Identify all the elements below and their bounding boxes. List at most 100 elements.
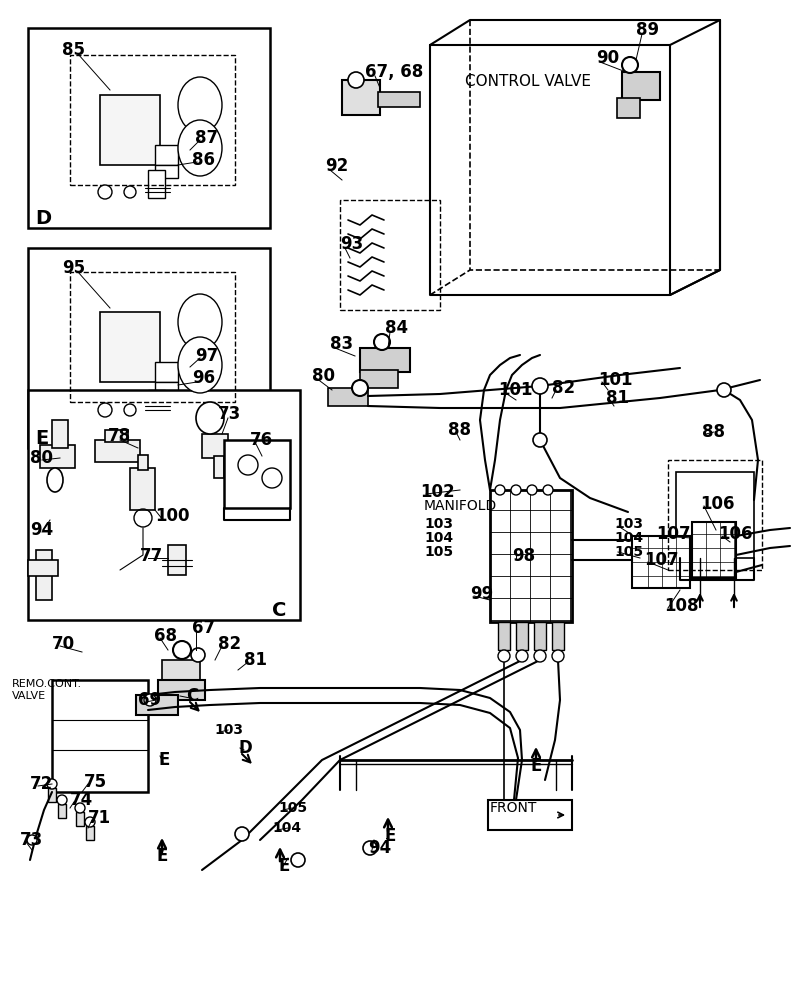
Text: 93: 93 <box>340 235 364 253</box>
Bar <box>516 622 528 650</box>
Bar <box>28 28 270 228</box>
Bar <box>340 200 440 310</box>
Text: 71: 71 <box>88 809 111 827</box>
Ellipse shape <box>75 803 85 813</box>
Text: 89: 89 <box>636 21 659 39</box>
Ellipse shape <box>47 468 63 492</box>
Bar <box>498 622 510 650</box>
Text: REMO.CONT.
VALVE: REMO.CONT. VALVE <box>12 679 82 701</box>
Text: E: E <box>530 757 542 775</box>
Text: 67: 67 <box>192 619 215 637</box>
Ellipse shape <box>178 337 222 393</box>
Text: 106: 106 <box>718 525 752 543</box>
Text: 102: 102 <box>420 483 455 501</box>
Text: 99: 99 <box>470 585 493 603</box>
Text: E: E <box>384 827 395 845</box>
Text: 84: 84 <box>385 319 408 337</box>
Bar <box>48 788 56 802</box>
Text: 105: 105 <box>614 545 643 559</box>
Text: FRONT: FRONT <box>490 801 538 815</box>
Bar <box>28 248 270 448</box>
Bar <box>224 440 290 508</box>
Bar <box>490 490 572 622</box>
Text: 74: 74 <box>70 791 93 809</box>
Text: 83: 83 <box>330 335 353 353</box>
Text: 103: 103 <box>614 517 643 531</box>
Bar <box>360 370 398 388</box>
Bar <box>552 622 564 650</box>
Text: 103: 103 <box>424 517 453 531</box>
Text: 78: 78 <box>108 427 131 445</box>
Ellipse shape <box>532 378 548 394</box>
Text: D: D <box>238 739 252 757</box>
Ellipse shape <box>85 817 95 827</box>
Text: 77: 77 <box>140 547 163 565</box>
Ellipse shape <box>516 650 528 662</box>
Bar <box>52 420 68 448</box>
Bar <box>138 455 148 470</box>
Bar <box>130 468 155 510</box>
Text: 98: 98 <box>512 547 535 565</box>
Ellipse shape <box>291 853 305 867</box>
Text: 75: 75 <box>84 773 107 791</box>
Bar <box>105 430 128 442</box>
Ellipse shape <box>543 485 553 495</box>
Bar <box>168 545 186 575</box>
Text: 76: 76 <box>250 431 273 449</box>
Ellipse shape <box>178 294 222 350</box>
Bar <box>534 622 546 650</box>
Text: 80: 80 <box>30 449 53 467</box>
Bar <box>342 80 380 115</box>
Text: 82: 82 <box>218 635 241 653</box>
Ellipse shape <box>374 334 390 350</box>
Text: 81: 81 <box>244 651 267 669</box>
Ellipse shape <box>124 186 136 198</box>
Ellipse shape <box>57 795 67 805</box>
Text: 108: 108 <box>664 597 699 615</box>
Bar <box>76 812 84 826</box>
Text: 88: 88 <box>702 423 725 441</box>
Bar <box>632 536 690 588</box>
Bar <box>95 440 140 462</box>
Bar <box>488 800 572 830</box>
Ellipse shape <box>47 779 57 789</box>
Bar <box>148 390 165 415</box>
Bar <box>155 382 178 395</box>
Text: 67, 68: 67, 68 <box>365 63 423 81</box>
Text: 70: 70 <box>52 635 75 653</box>
Text: D: D <box>35 209 51 228</box>
Ellipse shape <box>534 650 546 662</box>
Ellipse shape <box>144 694 156 706</box>
Bar <box>155 362 178 382</box>
Text: MANIFOLD: MANIFOLD <box>424 499 497 513</box>
Text: 95: 95 <box>62 259 85 277</box>
Text: 104: 104 <box>424 531 453 545</box>
Ellipse shape <box>178 77 222 133</box>
Ellipse shape <box>196 402 224 434</box>
Bar <box>52 680 148 792</box>
Ellipse shape <box>178 120 222 176</box>
Bar <box>360 348 410 372</box>
Text: 104: 104 <box>272 821 301 835</box>
Text: 103: 103 <box>214 723 243 737</box>
Bar <box>328 388 368 406</box>
Ellipse shape <box>498 650 510 662</box>
Bar <box>692 522 736 578</box>
Text: CONTROL VALVE: CONTROL VALVE <box>465 75 591 90</box>
Text: 100: 100 <box>155 507 189 525</box>
Ellipse shape <box>511 485 521 495</box>
Text: 104: 104 <box>614 531 643 545</box>
Text: E: E <box>278 857 289 875</box>
Text: 69: 69 <box>138 691 161 709</box>
Bar <box>136 695 178 715</box>
Bar <box>668 460 762 570</box>
Text: C: C <box>272 600 287 619</box>
Ellipse shape <box>363 841 377 855</box>
Bar <box>214 456 224 478</box>
Text: 85: 85 <box>62 41 85 59</box>
Bar <box>676 472 754 558</box>
Ellipse shape <box>552 650 564 662</box>
Text: 105: 105 <box>278 801 307 815</box>
Text: 105: 105 <box>424 545 453 559</box>
Ellipse shape <box>352 380 368 396</box>
